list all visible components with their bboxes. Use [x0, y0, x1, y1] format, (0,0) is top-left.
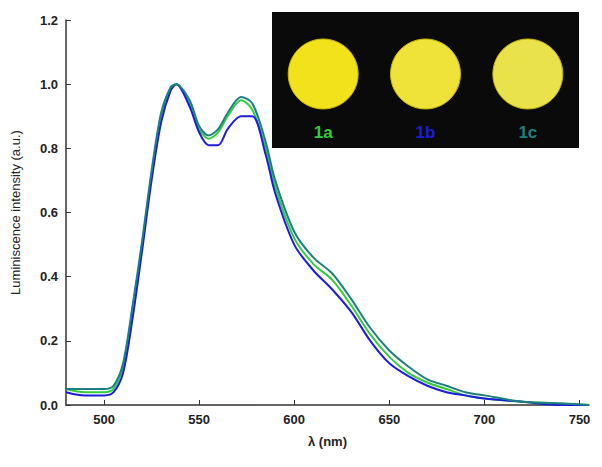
svg-text:0.0: 0.0 [40, 398, 58, 413]
svg-text:0.4: 0.4 [40, 269, 59, 284]
svg-text:700: 700 [474, 412, 496, 427]
svg-text:550: 550 [188, 412, 210, 427]
svg-text:1.2: 1.2 [40, 13, 58, 28]
svg-text:0.8: 0.8 [40, 141, 58, 156]
svg-text:λ (nm): λ (nm) [308, 434, 347, 449]
svg-text:1a: 1a [314, 123, 333, 142]
svg-text:1b: 1b [416, 123, 436, 142]
svg-text:0.2: 0.2 [40, 333, 58, 348]
svg-text:Luminiscence intensity (a.u.): Luminiscence intensity (a.u.) [8, 130, 23, 295]
svg-text:600: 600 [283, 412, 305, 427]
svg-text:650: 650 [378, 412, 400, 427]
svg-text:0.6: 0.6 [40, 205, 58, 220]
svg-text:750: 750 [569, 412, 591, 427]
svg-text:1c: 1c [518, 123, 537, 142]
svg-text:1.0: 1.0 [40, 77, 58, 92]
svg-text:500: 500 [93, 412, 115, 427]
